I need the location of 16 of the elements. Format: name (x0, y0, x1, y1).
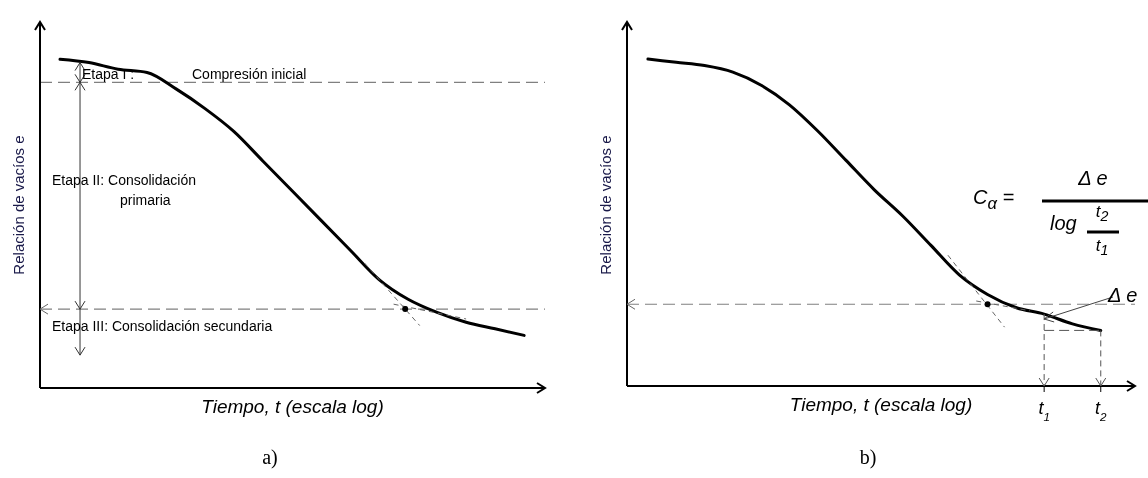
annotation: Compresión inicial (192, 66, 307, 82)
annotation: Etapa II: Consolidación (52, 172, 196, 188)
annotation: C$_{α}$ = (973, 186, 1015, 214)
annotation: t$_{1}$ (1094, 236, 1110, 259)
annotation: log (1050, 212, 1077, 235)
annotation: t$_{2}$ (1095, 202, 1109, 225)
text: b) (858, 446, 878, 469)
y-axis-title: Relación de vacíos e (9, 135, 27, 275)
text: a) (261, 446, 279, 469)
x-axis-title: Tiempo, t (escala log) (200, 396, 385, 418)
annotation: Δ e (1078, 167, 1108, 189)
y-axis-title: Relación de vacíos e (596, 135, 614, 275)
annotation: Etapa III: Consolidación secundaria (52, 318, 273, 334)
annotation: Δ e (1108, 284, 1138, 307)
x-axis-title: Tiempo, t (escala log) (788, 394, 974, 416)
annotation: primaria (120, 192, 171, 208)
